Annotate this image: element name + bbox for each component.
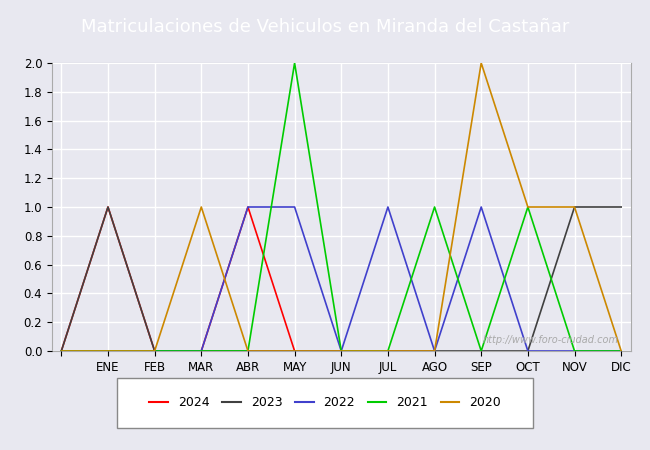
FancyBboxPatch shape: [117, 378, 533, 428]
Legend: 2024, 2023, 2022, 2021, 2020: 2024, 2023, 2022, 2021, 2020: [144, 391, 506, 414]
Text: http://www.foro-ciudad.com: http://www.foro-ciudad.com: [483, 335, 619, 345]
Text: Matriculaciones de Vehiculos en Miranda del Castañar: Matriculaciones de Vehiculos en Miranda …: [81, 18, 569, 36]
